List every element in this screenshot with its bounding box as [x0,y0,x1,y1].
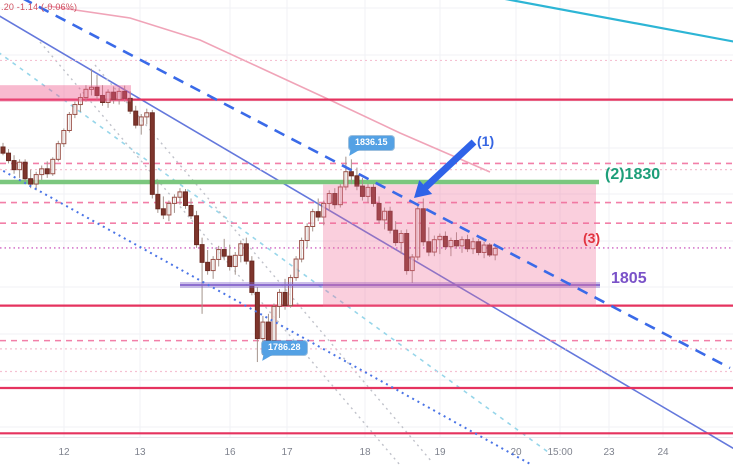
gray-dotted-trendline-2 [94,64,433,463]
time-axis-label: 19 [434,447,446,458]
swing-low-price-text: 1786.28 [268,342,301,352]
time-axis-label: 23 [603,447,615,458]
ma-curve [47,5,491,173]
arrow-annotation[interactable] [414,139,477,198]
wave-3-label[interactable]: (3) [583,230,601,246]
time-axis[interactable]: 12 13 16 17 18 19 20 15:00 23 24 [0,437,733,465]
badge-tail-pointer [349,146,361,158]
blue-solid-trendline [0,15,733,450]
cyan-dashed-trendline [0,52,549,453]
candlestick-series [0,68,498,363]
swing-low-price-badge[interactable]: 1786.28 [262,341,307,363]
symbol-change-readout: .20 -1.14 (-0.06%) [1,2,78,12]
supply-zones [0,85,596,307]
time-axis-label: 13 [134,447,146,458]
blue-dashed-trendline [23,0,731,370]
pink-zone [323,184,596,307]
blue-dotted-trendline [0,167,533,465]
time-axis-label: 12 [58,447,70,458]
price-levels [0,59,733,435]
time-axis-label: 18 [359,447,371,458]
time-axis-label: 17 [281,447,293,458]
support-1805-label[interactable]: 1805 [611,270,647,287]
time-axis-label: 16 [224,447,236,458]
grid [0,0,733,437]
time-axis-label: 20 [510,447,522,458]
wave-2-resistance-label[interactable]: (2)1830 [605,166,661,183]
time-axis-label: 15:00 [547,447,573,458]
wave-1-label[interactable]: (1) [477,133,495,149]
pink-zone [0,85,131,102]
swing-high-price-text: 1836.15 [355,137,388,147]
teal-trendline [504,0,733,43]
swing-high-price-badge[interactable]: 1836.15 [349,136,394,158]
time-axis-label: 24 [657,447,669,458]
badge-tail-pointer [262,351,274,363]
gray-dotted-trendline-1 [39,41,401,465]
